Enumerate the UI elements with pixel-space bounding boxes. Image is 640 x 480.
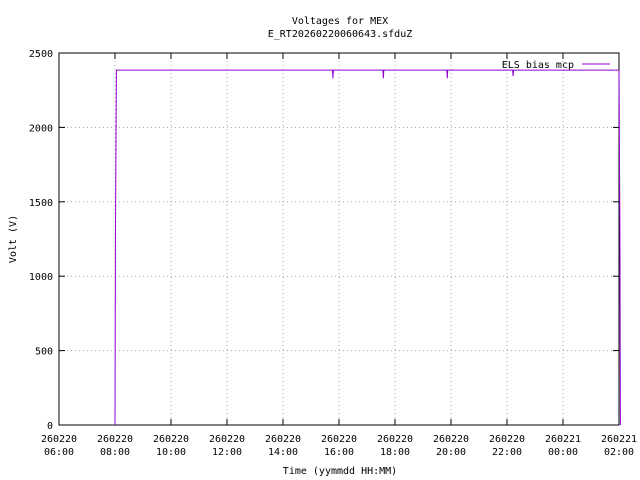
- x-axis-label: Time (yymmdd HH:MM): [283, 466, 397, 477]
- data-line: [114, 69, 621, 426]
- chart-subtitle: E_RT20260220060643.sfduZ: [268, 29, 413, 40]
- x-tick-label: 260220 14:00: [265, 434, 301, 458]
- plot-border: [58, 52, 620, 426]
- x-tick-label: 260220 12:00: [209, 434, 245, 458]
- x-tick-label: 260220 18:00: [377, 434, 413, 458]
- chart-title: Voltages for MEX: [292, 16, 388, 27]
- x-tick-label: 260220 22:00: [489, 434, 525, 458]
- x-tick-label: 260220 16:00: [321, 434, 357, 458]
- y-axis-label: Volt (V): [8, 215, 19, 263]
- y-tick-label: 500: [35, 347, 53, 358]
- x-tick-label: 260221 02:00: [601, 434, 637, 458]
- y-tick-label: 2500: [29, 49, 53, 60]
- x-tick-label: 260220 10:00: [153, 434, 189, 458]
- legend-label: ELS bias mcp: [502, 60, 574, 71]
- x-tick-label: 260221 00:00: [545, 434, 581, 458]
- x-tick-label: 260220 08:00: [97, 434, 133, 458]
- x-tick-label: 260220 20:00: [433, 434, 469, 458]
- x-tick-label: 260220 06:00: [41, 434, 77, 458]
- y-tick-label: 2000: [29, 123, 53, 134]
- y-tick-label: 1000: [29, 272, 53, 283]
- y-tick-label: 0: [47, 421, 53, 432]
- y-tick-label: 1500: [29, 198, 53, 209]
